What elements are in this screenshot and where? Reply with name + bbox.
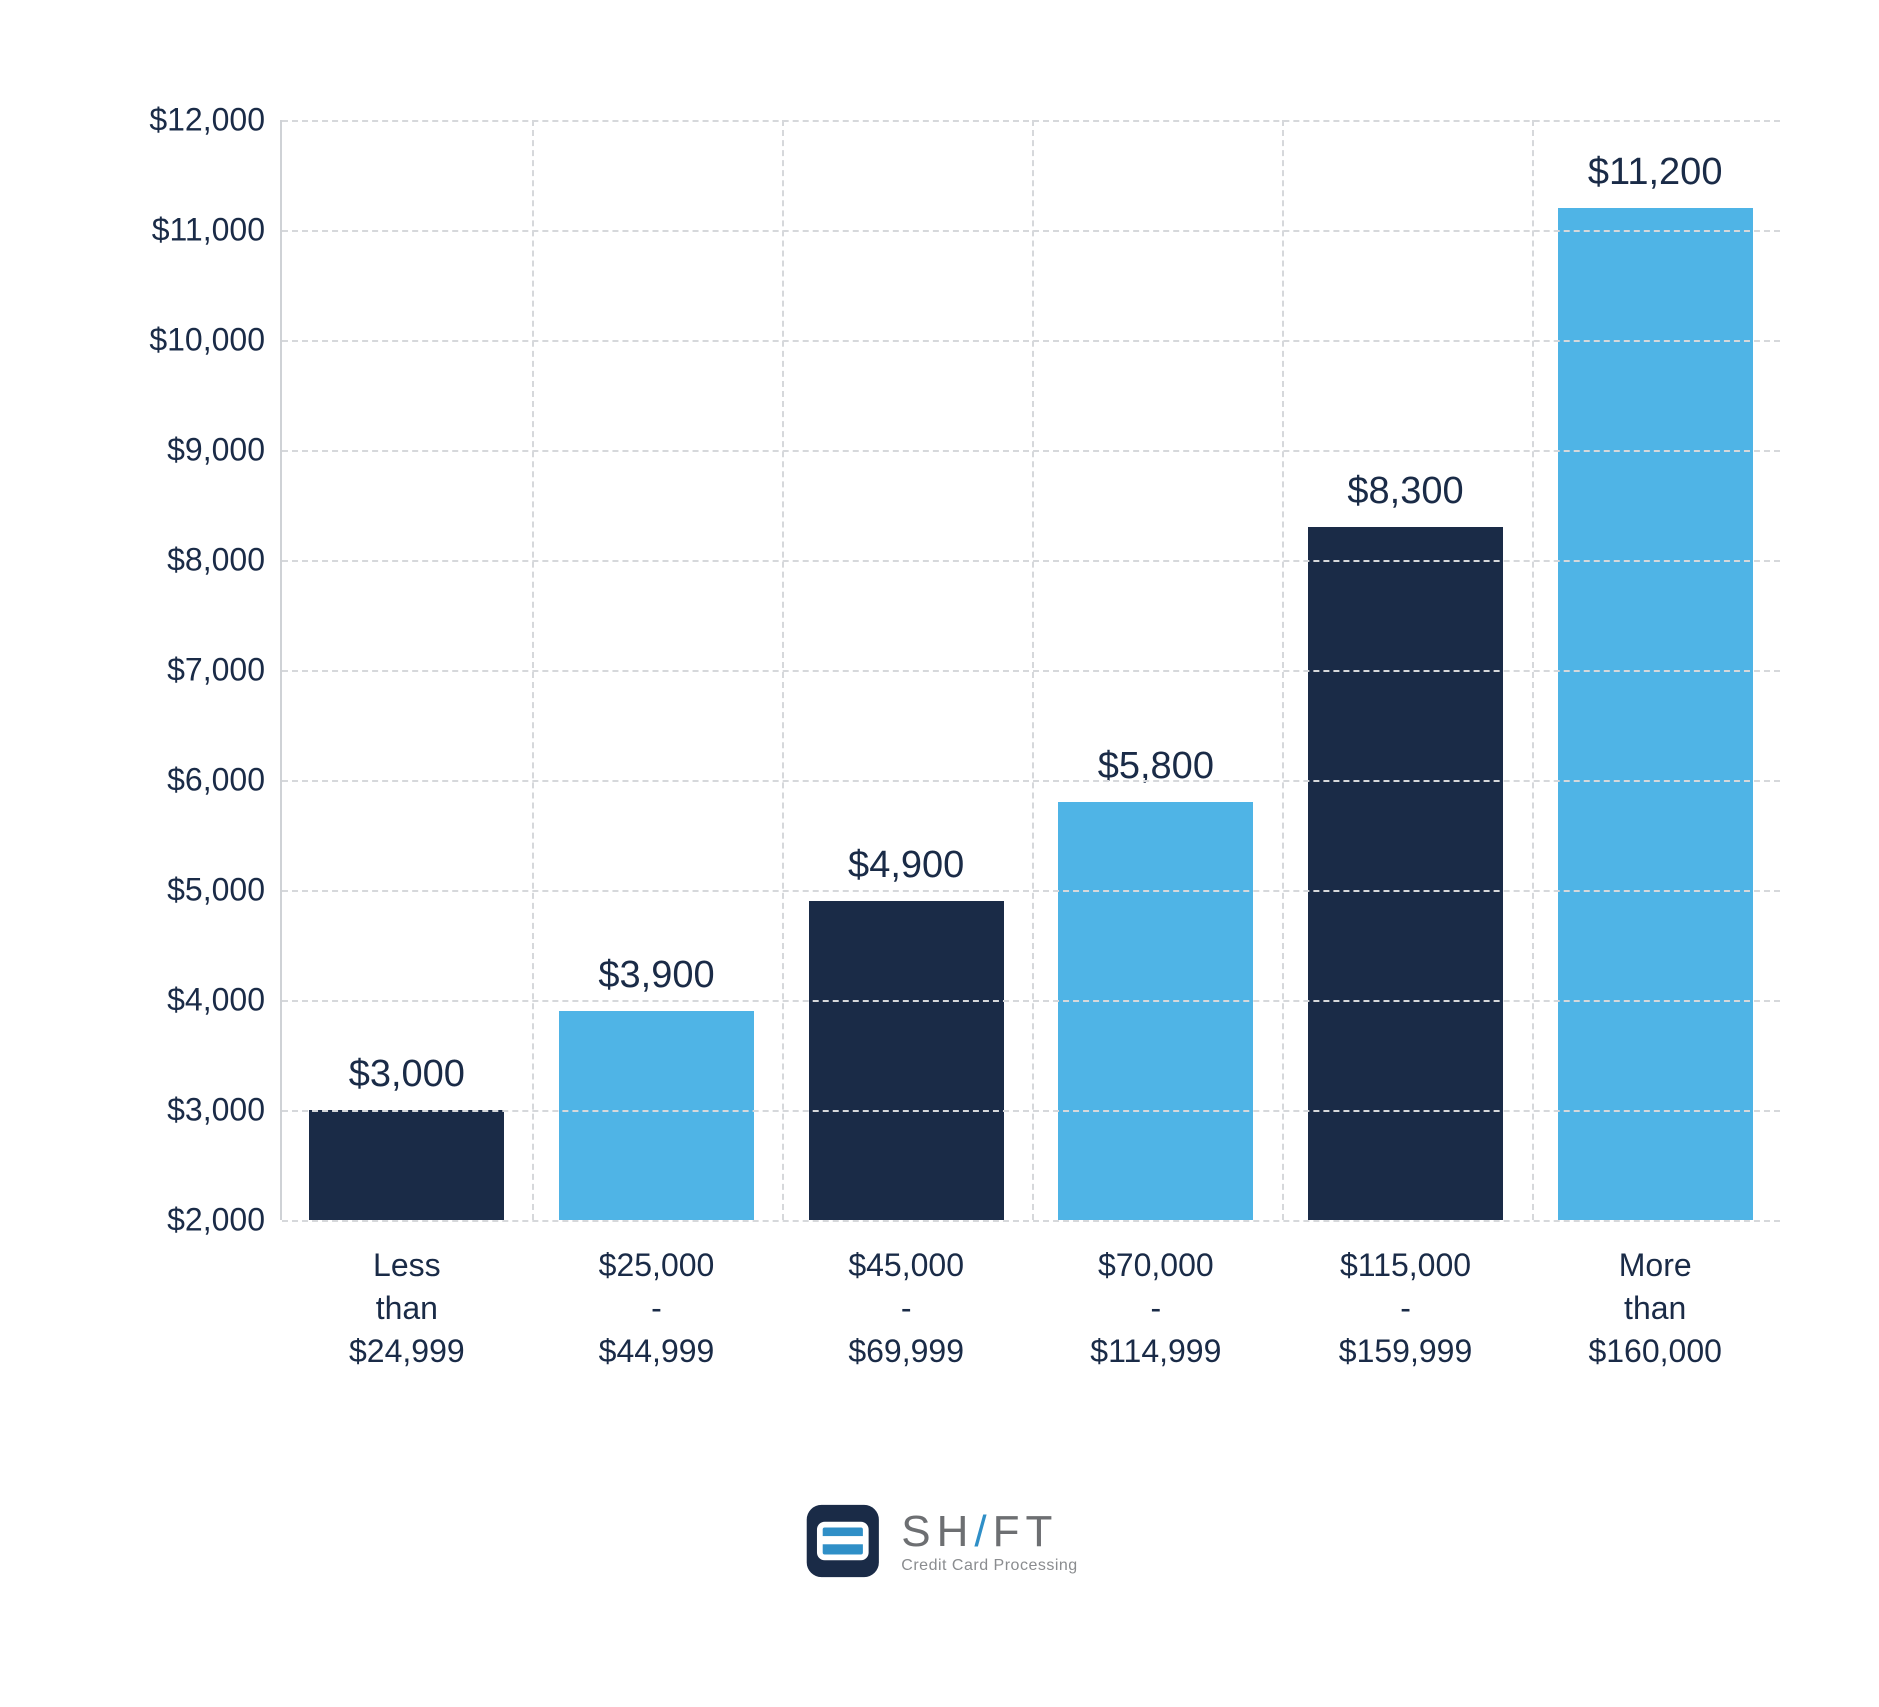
gridline-h <box>282 340 1780 342</box>
plot-area: $3,000Less than $24,999$3,900$25,000 - $… <box>280 120 1780 1220</box>
xtick-label: $115,000 - $159,999 <box>1339 1244 1472 1374</box>
gridline-h <box>282 1110 1780 1112</box>
bar-chart: $3,000 Less than $24,999 $3,900 $25,000 - $… <box>100 100 1800 1450</box>
ytick-label: $3,000 <box>100 1092 265 1129</box>
gridline-h <box>282 120 1780 122</box>
ytick-label: $2,000 <box>100 1202 265 1239</box>
bar: $3,000 <box>309 1110 504 1220</box>
gridline-h <box>282 450 1780 452</box>
bar-value-label: $11,200 <box>1588 151 1723 194</box>
ytick-label: $10,000 <box>100 322 265 359</box>
ytick-label: $5,000 <box>100 872 265 909</box>
ytick-label: $11,000 <box>100 212 265 249</box>
bar-value-label: $4,900 <box>848 844 964 887</box>
bar-value-label: $8,300 <box>1347 470 1463 513</box>
xtick-label: More than $160,000 <box>1588 1244 1721 1374</box>
gridline-v <box>532 120 534 1220</box>
bar: $5,800 <box>1058 802 1253 1220</box>
bar: $4,900 <box>809 901 1004 1220</box>
xtick-label: $70,000 - $114,999 <box>1090 1244 1221 1374</box>
shift-tagline: Credit Card Processing <box>901 1557 1077 1575</box>
gridline-v <box>1032 120 1034 1220</box>
gridline-v <box>782 120 784 1220</box>
ytick-label: $6,000 <box>100 762 265 799</box>
bar-value-label: $3,000 <box>349 1053 465 1096</box>
gridline-v <box>1282 120 1284 1220</box>
gridline-h <box>282 1000 1780 1002</box>
gridline-h <box>282 670 1780 672</box>
brand-slash: / <box>974 1507 992 1556</box>
ytick-label: $12,000 <box>100 102 265 139</box>
brand-part1: SH <box>901 1507 974 1556</box>
gridline-h <box>282 230 1780 232</box>
gridline-h <box>282 560 1780 562</box>
xtick-label: $45,000 - $69,999 <box>844 1244 969 1374</box>
gridline-h <box>282 1220 1780 1222</box>
bar: $11,200 <box>1558 208 1753 1220</box>
shift-logo-mark-icon <box>801 1500 883 1582</box>
bar: $8,300 <box>1308 527 1503 1220</box>
ytick-label: $7,000 <box>100 652 265 689</box>
brand-part2: FT <box>993 1507 1059 1556</box>
xtick-label: Less than $24,999 <box>344 1244 469 1374</box>
shift-wordmark: SH/FT <box>901 1507 1077 1557</box>
ytick-label: $8,000 <box>100 542 265 579</box>
bar: $3,900 <box>559 1011 754 1220</box>
bar-value-label: $3,900 <box>598 954 714 997</box>
xtick-label: $25,000 - $44,999 <box>594 1244 719 1374</box>
gridline-h <box>282 890 1780 892</box>
ytick-label: $4,000 <box>100 982 265 1019</box>
shift-logo-text: SH/FT Credit Card Processing <box>901 1507 1077 1575</box>
gridline-v <box>1532 120 1534 1220</box>
shift-logo: SH/FT Credit Card Processing <box>801 1500 1077 1582</box>
ytick-label: $9,000 <box>100 432 265 469</box>
gridline-h <box>282 780 1780 782</box>
